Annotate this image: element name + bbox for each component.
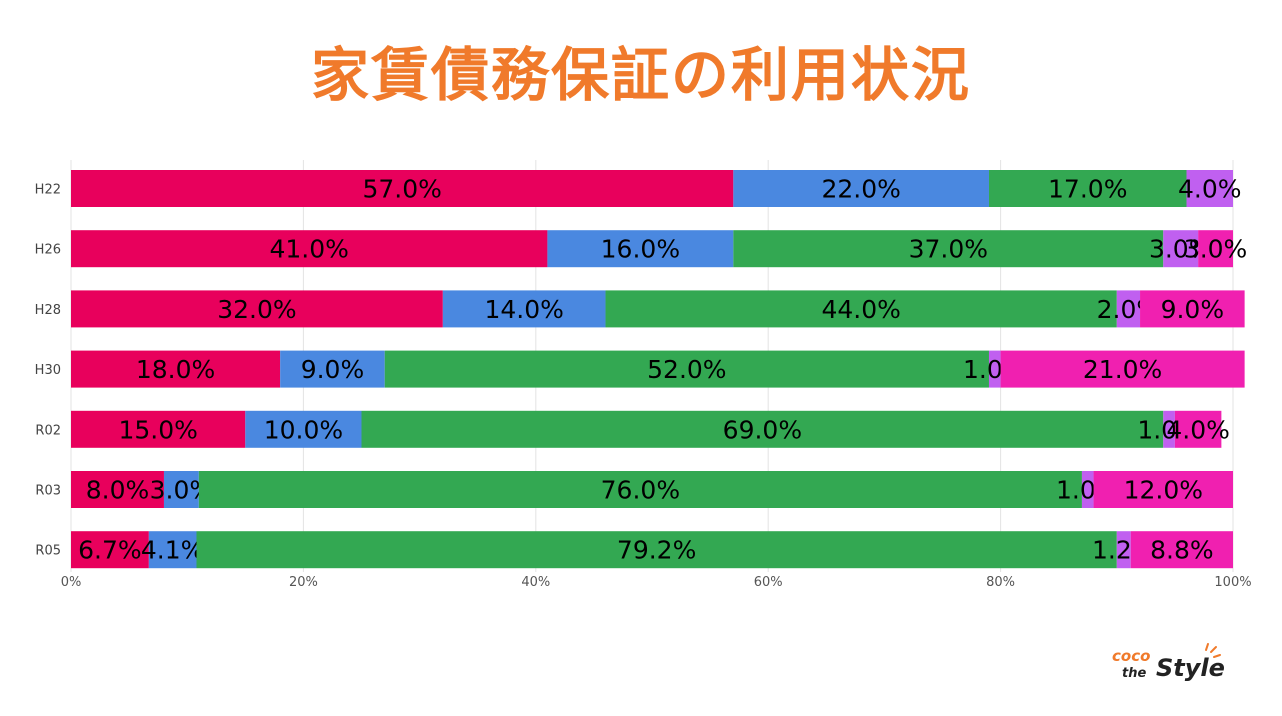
y-category-label: H26 xyxy=(35,243,61,258)
data-label: 15.0% xyxy=(118,415,197,444)
data-label: 21.0% xyxy=(1083,355,1162,384)
bar-segment xyxy=(1081,471,1094,508)
bar-segment xyxy=(196,531,1117,569)
data-label: 9.0% xyxy=(1161,295,1225,324)
data-label: 79.2% xyxy=(617,536,696,565)
x-tick-label: 40% xyxy=(521,575,550,590)
y-category-label: R02 xyxy=(35,423,61,438)
data-label: 6.7% xyxy=(78,536,142,565)
data-label: 4.0% xyxy=(1166,415,1230,444)
data-label: 18.0% xyxy=(136,355,215,384)
logo-spark-icon xyxy=(1205,643,1221,658)
data-label: 4.1% xyxy=(141,536,205,565)
data-label: 8.0% xyxy=(86,476,150,505)
data-label: 3.0% xyxy=(1184,235,1248,264)
bar-segment xyxy=(547,230,734,268)
data-label: 76.0% xyxy=(601,476,680,505)
bar-segment xyxy=(71,170,734,207)
data-label: 9.0% xyxy=(301,355,365,384)
bar-segment xyxy=(148,531,197,569)
bar-segment xyxy=(71,471,164,508)
bar-segment xyxy=(280,350,385,388)
bar-segment xyxy=(1186,170,1233,207)
bar-segment xyxy=(71,350,281,388)
x-tick-label: 20% xyxy=(289,575,318,590)
data-label: 69.0% xyxy=(723,415,802,444)
x-tick-label: 100% xyxy=(1214,575,1251,590)
y-category-label: H28 xyxy=(35,303,61,318)
bar-segment xyxy=(1163,230,1199,268)
data-label: 32.0% xyxy=(217,295,296,324)
bar-segment xyxy=(384,350,989,388)
bar-segment xyxy=(988,350,1001,388)
bar-segment xyxy=(1198,230,1233,268)
data-label: 16.0% xyxy=(601,235,680,264)
bar-segment xyxy=(71,290,443,328)
bar-segment xyxy=(1093,471,1233,508)
x-tick-label: 60% xyxy=(754,575,783,590)
data-label: 17.0% xyxy=(1048,175,1127,204)
bar-segment xyxy=(198,471,1082,508)
bar-segment xyxy=(71,230,548,268)
bar-segment xyxy=(442,290,606,328)
bar-segment xyxy=(1116,290,1141,328)
logo-text-the: the xyxy=(1122,666,1146,681)
x-tick-label: 80% xyxy=(986,575,1015,590)
bar-segment xyxy=(163,471,199,508)
bar-segment xyxy=(1130,531,1233,569)
data-label: 14.0% xyxy=(484,295,563,324)
bar-segment xyxy=(1140,290,1245,328)
data-label: 12.0% xyxy=(1124,476,1203,505)
bar-segment xyxy=(1000,350,1245,388)
bar-segment xyxy=(361,410,1164,448)
chart-title: 家賃債務保証の利用状況 xyxy=(310,41,971,109)
bar-segment xyxy=(1174,410,1222,448)
data-label: 37.0% xyxy=(909,235,988,264)
data-label: 8.8% xyxy=(1150,536,1214,565)
bar-segment xyxy=(1116,531,1131,569)
bar-segment xyxy=(605,290,1117,328)
coco-the-style-logo: coco the Style xyxy=(1112,643,1225,682)
data-label: 41.0% xyxy=(269,235,348,264)
logo-text-coco: coco xyxy=(1112,647,1150,665)
bar-segment xyxy=(733,170,989,207)
x-tick-label: 0% xyxy=(61,575,82,590)
bar-segment xyxy=(1163,410,1175,448)
bar-segment xyxy=(71,410,246,448)
y-category-label: R05 xyxy=(35,544,61,559)
bar-segment xyxy=(245,410,362,448)
bar-segment xyxy=(988,170,1187,207)
data-label: 4.0% xyxy=(1178,175,1242,204)
data-label: 44.0% xyxy=(821,295,900,324)
y-category-label: R03 xyxy=(35,484,61,499)
bar-segment xyxy=(733,230,1164,268)
bar-segment xyxy=(71,531,149,569)
data-label: 22.0% xyxy=(821,175,900,204)
y-category-label: H30 xyxy=(35,363,61,378)
data-label: 57.0% xyxy=(362,175,441,204)
data-label: 52.0% xyxy=(647,355,726,384)
data-label: 10.0% xyxy=(264,415,343,444)
y-category-label: H22 xyxy=(35,183,61,198)
logo-text-style: Style xyxy=(1156,654,1225,682)
